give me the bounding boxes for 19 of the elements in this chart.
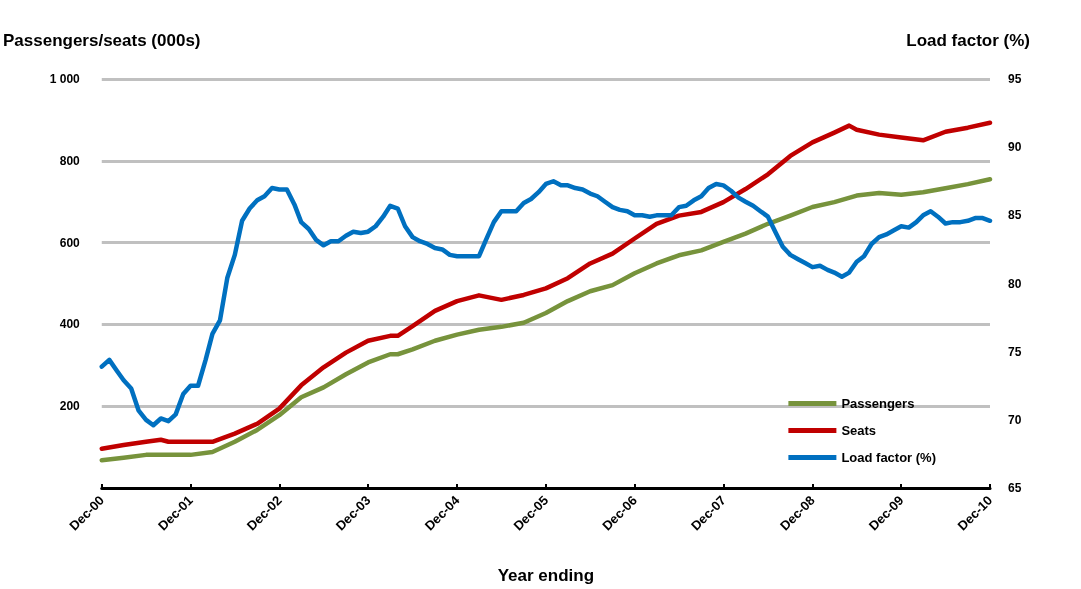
y-tick-label: 600 — [59, 235, 81, 250]
y2-tick-label: 90 — [1008, 140, 1022, 155]
y2-tick-label: 80 — [1008, 276, 1022, 291]
y2-tick-label: 65 — [1008, 481, 1022, 495]
y2-axis-title: Load factor (%) — [906, 30, 1030, 50]
x-axis-title: Year ending — [497, 566, 595, 585]
y-tick-label: 200 — [59, 399, 81, 414]
y2-tick-label: 70 — [1008, 412, 1022, 427]
legend-label: Passengers — [841, 396, 915, 411]
legend-label: Load factor (%) — [841, 450, 937, 465]
y2-tick-label: 75 — [1008, 344, 1022, 359]
y-tick-label: 400 — [59, 317, 81, 332]
y-axis-title: Passengers/seats (000s) — [2, 30, 201, 50]
legend-label: Seats — [841, 423, 877, 438]
line-series — [99, 120, 993, 451]
y2-tick-label: 95 — [1008, 72, 1022, 86]
y-tick-label: 1 000 — [49, 72, 81, 86]
y2-tick-label: 85 — [1008, 208, 1022, 223]
y-tick-label: 800 — [59, 153, 81, 168]
